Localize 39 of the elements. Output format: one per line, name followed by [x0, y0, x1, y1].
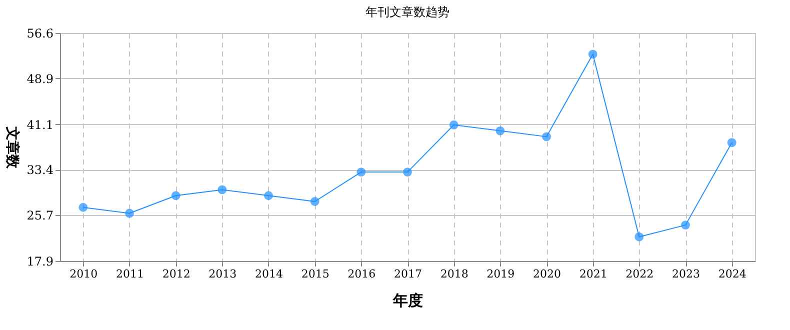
x-tick-label: 2022 [626, 268, 654, 280]
x-tick-label: 2015 [301, 268, 330, 280]
x-tick-label: 2020 [533, 268, 561, 280]
point [588, 50, 598, 59]
x-tick-label: 2018 [440, 268, 468, 280]
y-tick-label: 17.9 [26, 254, 54, 268]
x-tick-label: 2021 [579, 268, 608, 280]
x-axis-title: 年度 [392, 292, 423, 310]
point [125, 208, 134, 218]
point [403, 168, 412, 176]
point [542, 132, 551, 142]
x-tick-label: 2013 [208, 268, 237, 280]
point [310, 197, 320, 206]
x-tick-label: 2012 [162, 268, 190, 280]
point [171, 191, 180, 200]
y-tick-label: 33.4 [26, 163, 54, 178]
point [78, 202, 88, 212]
x-tick-label: 2017 [394, 268, 422, 280]
x-tick-label: 2014 [255, 268, 283, 280]
point [218, 185, 227, 194]
point [449, 120, 458, 130]
x-tick-label: 2016 [348, 268, 376, 280]
y-tick-label: 48.9 [26, 72, 54, 86]
x-tick-label: 2023 [672, 268, 700, 280]
y-tick-label: 25.7 [26, 208, 54, 223]
point [356, 168, 366, 176]
x-tick-label: 2010 [70, 268, 98, 280]
point [727, 138, 736, 148]
y-tick-label: 41.1 [26, 118, 54, 132]
x-tick-label: 2011 [116, 268, 144, 280]
point [496, 126, 505, 136]
point [264, 191, 273, 200]
y-tick-label: 56.6 [26, 26, 54, 40]
point [681, 220, 690, 230]
point [634, 232, 644, 242]
chart-title: 年刊文章数趋势 [366, 5, 450, 19]
y-axis-title: 文章数 [4, 126, 21, 170]
x-tick-label: 2019 [486, 268, 515, 280]
x-tick-label: 2024 [718, 268, 746, 280]
